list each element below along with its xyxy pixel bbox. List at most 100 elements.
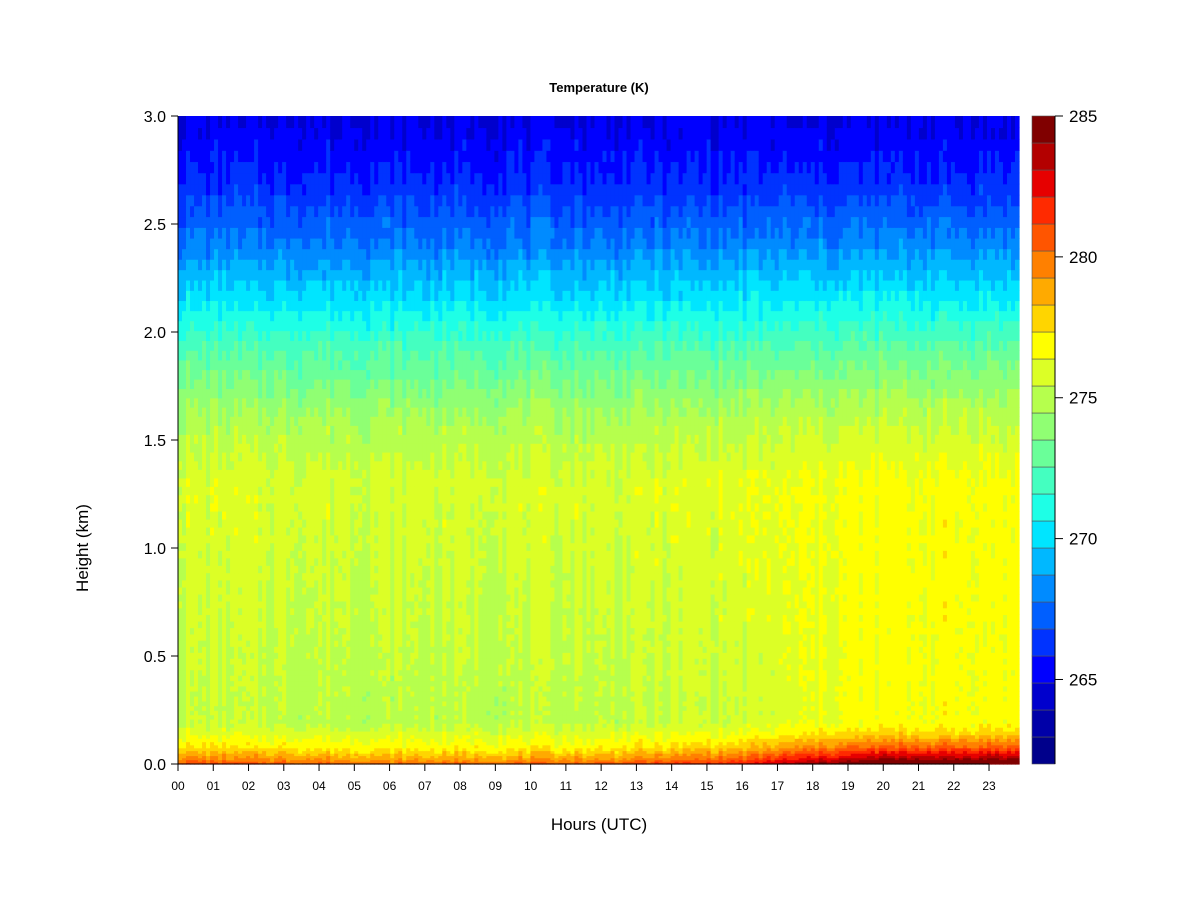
heatmap-cell <box>354 425 359 435</box>
heatmap-cell <box>346 237 351 250</box>
heatmap-cell <box>258 227 263 239</box>
heatmap-cell <box>218 194 223 207</box>
heatmap-cell <box>190 290 195 302</box>
heatmap-cell <box>218 183 223 196</box>
heatmap-cell <box>338 727 343 732</box>
heatmap-cell <box>382 469 387 479</box>
heatmap-cell <box>242 669 247 676</box>
heatmap-cell <box>198 723 203 728</box>
heatmap-cell <box>282 633 287 641</box>
heatmap-cell <box>202 744 207 749</box>
heatmap-cell <box>226 320 231 332</box>
heatmap-cell <box>230 593 235 602</box>
heatmap-cell <box>222 750 227 754</box>
heatmap-cell <box>398 675 403 682</box>
heatmap-cell <box>274 695 279 702</box>
heatmap-cell <box>230 116 235 129</box>
heatmap-cell <box>202 750 207 754</box>
heatmap-cell <box>294 705 299 711</box>
heatmap-cell <box>342 534 347 544</box>
heatmap-cell <box>358 727 363 732</box>
heatmap-cell <box>198 614 203 622</box>
heatmap-cell <box>218 259 223 271</box>
heatmap-cell <box>334 690 339 697</box>
heatmap-cell <box>270 227 275 239</box>
heatmap-cell <box>370 227 375 239</box>
heatmap-cell <box>318 127 323 140</box>
heatmap-cell <box>362 460 367 470</box>
heatmap-cell <box>274 397 279 408</box>
heatmap-cell <box>282 269 287 281</box>
heatmap-cell <box>238 738 243 743</box>
heatmap-cell <box>310 550 315 559</box>
heatmap-cell <box>194 320 199 332</box>
heatmap-cell <box>390 621 395 629</box>
heatmap-cell <box>190 300 195 312</box>
heatmap-cell <box>294 279 299 291</box>
heatmap-cell <box>378 434 383 444</box>
heatmap-cell <box>186 369 191 380</box>
heatmap-cell <box>202 700 207 707</box>
heatmap-cell <box>222 279 227 291</box>
heatmap-cell <box>326 621 331 629</box>
heatmap-cell <box>182 259 187 271</box>
heatmap-cell <box>358 762 363 765</box>
heatmap-cell <box>398 614 403 622</box>
heatmap-cell <box>334 710 339 716</box>
heatmap-cell <box>382 741 387 746</box>
heatmap-cell <box>302 663 307 671</box>
heatmap-cell <box>314 330 319 342</box>
heatmap-cell <box>186 550 191 559</box>
heatmap-cell <box>238 425 243 435</box>
heatmap-cell <box>378 663 383 671</box>
heatmap-cell <box>318 205 323 218</box>
heatmap-cell <box>242 627 247 635</box>
heatmap-cell <box>346 434 351 444</box>
heatmap-cell <box>242 614 247 622</box>
heatmap-cell <box>350 194 355 207</box>
heatmap-cell <box>246 369 251 380</box>
heatmap-cell <box>370 680 375 687</box>
heatmap-cell <box>318 486 323 496</box>
heatmap-cell <box>254 646 259 653</box>
heatmap-cell <box>234 460 239 470</box>
heatmap-cell <box>362 227 367 239</box>
heatmap-cell <box>310 718 315 724</box>
heatmap-cell <box>250 248 255 260</box>
heatmap-cell <box>310 627 315 635</box>
heatmap-cell <box>218 460 223 470</box>
heatmap-cell <box>286 425 291 435</box>
heatmap-cell <box>342 510 347 520</box>
heatmap-cell <box>354 227 359 239</box>
heatmap-cell <box>346 116 351 129</box>
heatmap-cell <box>230 451 235 462</box>
heatmap-cell <box>262 150 267 163</box>
heatmap-cell <box>310 710 315 716</box>
heatmap-cell <box>390 714 395 720</box>
heatmap-cell <box>226 494 231 504</box>
heatmap-cell <box>326 451 331 462</box>
heatmap-cell <box>202 759 207 762</box>
heatmap-cell <box>374 633 379 641</box>
heatmap-cell <box>266 269 271 281</box>
heatmap-cell <box>246 627 251 635</box>
heatmap-cell <box>378 227 383 239</box>
heatmap-cell <box>374 216 379 228</box>
heatmap-cell <box>398 680 403 687</box>
heatmap-cell <box>246 640 251 647</box>
heatmap-cell <box>274 407 279 417</box>
heatmap-cell <box>258 290 263 302</box>
heatmap-cell <box>206 216 211 228</box>
heatmap-cell <box>370 469 375 479</box>
heatmap-cell <box>386 451 391 462</box>
heatmap-cell <box>366 723 371 728</box>
heatmap-cell <box>182 718 187 724</box>
heatmap-cell <box>366 727 371 732</box>
heatmap-cell <box>254 572 259 581</box>
heatmap-cell <box>242 150 247 163</box>
heatmap-cell <box>182 150 187 163</box>
heatmap-cell <box>210 714 215 720</box>
heatmap-cell <box>202 248 207 260</box>
heatmap-cell <box>222 718 227 724</box>
heatmap-cell <box>346 627 351 635</box>
